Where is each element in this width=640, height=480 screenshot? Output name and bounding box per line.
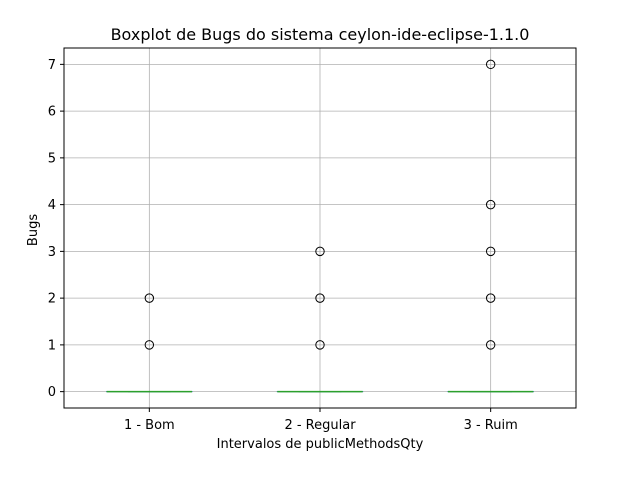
box-group	[276, 246, 364, 393]
y-axis-ticks: 0 1 2 3 4 5 6 7	[48, 58, 64, 400]
box-group	[447, 59, 534, 393]
y-axis-label: Bugs	[26, 214, 41, 246]
y-tick-label: 6	[48, 105, 56, 120]
x-tick-label: 3 - Ruim	[464, 418, 518, 433]
outlier-point	[144, 293, 155, 303]
y-tick-label: 2	[48, 292, 56, 307]
outlier-point	[315, 293, 325, 303]
y-tick-label: 0	[48, 385, 56, 400]
box-series	[106, 59, 534, 393]
x-tick-label: 1 - Bom	[124, 418, 175, 433]
grid-lines	[64, 48, 576, 408]
outlier-point	[315, 340, 325, 350]
outlier-point	[485, 199, 496, 210]
chart-title: Boxplot de Bugs do sistema ceylon-ide-ec…	[111, 25, 530, 44]
x-axis-ticks: 1 - Bom 2 - Regular 3 - Ruim	[124, 408, 518, 433]
y-tick-label: 5	[48, 151, 56, 166]
outlier-point	[315, 246, 325, 257]
outlier-point	[485, 246, 496, 257]
outlier-point	[485, 293, 496, 303]
y-tick-label: 7	[48, 58, 56, 73]
y-tick-label: 3	[48, 245, 56, 260]
box-group	[106, 293, 193, 393]
outlier-point	[485, 340, 496, 350]
x-tick-label: 2 - Regular	[284, 418, 356, 433]
y-tick-label: 4	[48, 198, 56, 213]
outlier-point	[485, 59, 496, 70]
y-tick-label: 1	[48, 338, 56, 353]
x-axis-label: Intervalos de publicMethodsQty	[217, 437, 424, 452]
outlier-point	[144, 340, 155, 350]
